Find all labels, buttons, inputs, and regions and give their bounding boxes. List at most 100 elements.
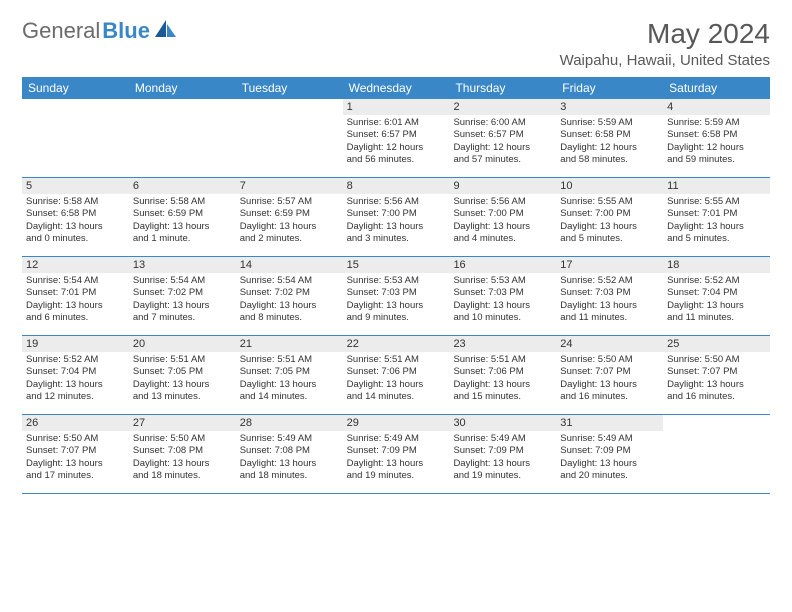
day-number: 31 <box>560 417 659 429</box>
sunset-text: Sunset: 7:04 PM <box>667 287 766 299</box>
daylight-line-2: and 5 minutes. <box>560 233 659 245</box>
daylight-line-2: and 7 minutes. <box>133 312 232 324</box>
daylight-line-2: and 14 minutes. <box>347 391 446 403</box>
daylight-line-1: Daylight: 13 hours <box>240 458 339 470</box>
day-number: 10 <box>560 180 659 192</box>
daylight-line-1: Daylight: 13 hours <box>560 458 659 470</box>
daylight-line-1: Daylight: 13 hours <box>240 379 339 391</box>
day-number-bar: 23 <box>449 336 556 352</box>
sunset-text: Sunset: 7:09 PM <box>347 445 446 457</box>
sunrise-text: Sunrise: 5:51 AM <box>453 354 552 366</box>
sunrise-text: Sunrise: 5:53 AM <box>347 275 446 287</box>
day-content: Sunrise: 5:56 AMSunset: 7:00 PMDaylight:… <box>449 194 556 247</box>
day-cell: 25Sunrise: 5:50 AMSunset: 7:07 PMDayligh… <box>663 336 770 414</box>
daylight-line-1: Daylight: 13 hours <box>26 458 125 470</box>
day-number-bar: 5 <box>22 178 129 194</box>
daylight-line-1: Daylight: 13 hours <box>667 379 766 391</box>
day-content: Sunrise: 5:50 AMSunset: 7:07 PMDaylight:… <box>663 352 770 405</box>
day-content: Sunrise: 5:55 AMSunset: 7:01 PMDaylight:… <box>663 194 770 247</box>
daylight-line-2: and 18 minutes. <box>133 470 232 482</box>
sunset-text: Sunset: 7:02 PM <box>133 287 232 299</box>
day-cell <box>663 415 770 493</box>
day-cell: 21 Sunrise: 5:51 AMSunset: 7:05 PMDayligh… <box>236 336 343 414</box>
day-number-bar: 27 <box>129 415 236 431</box>
day-cell: 28Sunrise: 5:49 AMSunset: 7:08 PMDayligh… <box>236 415 343 493</box>
daylight-line-1: Daylight: 13 hours <box>667 300 766 312</box>
sunrise-text: Sunrise: 5:52 AM <box>26 354 125 366</box>
day-number-bar: 10 <box>556 178 663 194</box>
sunrise-text: Sunrise: 5:51 AM <box>240 354 339 366</box>
daylight-line-1: Daylight: 13 hours <box>453 379 552 391</box>
sunrise-text: Sunrise: 5:52 AM <box>667 275 766 287</box>
sunset-text: Sunset: 7:05 PM <box>133 366 232 378</box>
sunrise-text: Sunrise: 5:56 AM <box>347 196 446 208</box>
day-number-bar <box>236 99 343 115</box>
logo-text-2: Blue <box>102 18 150 44</box>
sunset-text: Sunset: 7:05 PM <box>240 366 339 378</box>
daylight-line-2: and 6 minutes. <box>26 312 125 324</box>
weekday-header: Tuesday <box>236 77 343 99</box>
day-number: 11 <box>667 180 766 192</box>
day-number-bar: 28 <box>236 415 343 431</box>
sunset-text: Sunset: 7:02 PM <box>240 287 339 299</box>
day-number-bar: 21 <box>236 336 343 352</box>
day-number-bar <box>22 99 129 115</box>
day-number-bar: 16 <box>449 257 556 273</box>
day-number-bar: 31 <box>556 415 663 431</box>
daylight-line-1: Daylight: 13 hours <box>667 221 766 233</box>
day-content: Sunrise: 5:54 AMSunset: 7:02 PMDaylight:… <box>129 273 236 326</box>
day-number-bar: 6 <box>129 178 236 194</box>
week-row: 5Sunrise: 5:58 AMSunset: 6:58 PMDaylight… <box>22 178 770 257</box>
logo-sail-icon <box>155 20 177 43</box>
day-cell: 27Sunrise: 5:50 AMSunset: 7:08 PMDayligh… <box>129 415 236 493</box>
daylight-line-2: and 11 minutes. <box>560 312 659 324</box>
day-cell: 3Sunrise: 5:59 AMSunset: 6:58 PMDaylight… <box>556 99 663 177</box>
day-number-bar: 9 <box>449 178 556 194</box>
day-content: Sunrise: 5:51 AMSunset: 7:06 PMDaylight:… <box>343 352 450 405</box>
day-content: Sunrise: 5:50 AMSunset: 7:08 PMDaylight:… <box>129 431 236 484</box>
day-number: 13 <box>133 259 232 271</box>
day-number-bar: 7 <box>236 178 343 194</box>
daylight-line-1: Daylight: 13 hours <box>133 221 232 233</box>
day-cell: 17Sunrise: 5:52 AMSunset: 7:03 PMDayligh… <box>556 257 663 335</box>
day-number-bar: 3 <box>556 99 663 115</box>
sunset-text: Sunset: 6:57 PM <box>347 129 446 141</box>
day-cell: 4Sunrise: 5:59 AMSunset: 6:58 PMDaylight… <box>663 99 770 177</box>
day-number: 23 <box>453 338 552 350</box>
day-number: 26 <box>26 417 125 429</box>
day-number-bar: 22 <box>343 336 450 352</box>
daylight-line-1: Daylight: 12 hours <box>347 142 446 154</box>
sunrise-text: Sunrise: 5:55 AM <box>560 196 659 208</box>
day-number: 4 <box>667 101 766 113</box>
weekday-header-row: SundayMondayTuesdayWednesdayThursdayFrid… <box>22 77 770 99</box>
day-cell: 10Sunrise: 5:55 AMSunset: 7:00 PMDayligh… <box>556 178 663 256</box>
daylight-line-1: Daylight: 13 hours <box>560 221 659 233</box>
day-number: 9 <box>453 180 552 192</box>
day-cell: 5Sunrise: 5:58 AMSunset: 6:58 PMDaylight… <box>22 178 129 256</box>
sunrise-text: Sunrise: 5:58 AM <box>133 196 232 208</box>
day-cell: 23Sunrise: 5:51 AMSunset: 7:06 PMDayligh… <box>449 336 556 414</box>
day-number-bar <box>663 415 770 431</box>
day-number-bar: 8 <box>343 178 450 194</box>
day-number: 1 <box>347 101 446 113</box>
daylight-line-1: Daylight: 13 hours <box>347 379 446 391</box>
daylight-line-1: Daylight: 12 hours <box>667 142 766 154</box>
day-number-bar: 29 <box>343 415 450 431</box>
daylight-line-1: Daylight: 13 hours <box>347 300 446 312</box>
daylight-line-2: and 8 minutes. <box>240 312 339 324</box>
sunrise-text: Sunrise: 5:49 AM <box>347 433 446 445</box>
day-cell: 31Sunrise: 5:49 AMSunset: 7:09 PMDayligh… <box>556 415 663 493</box>
day-number: 5 <box>26 180 125 192</box>
sunset-text: Sunset: 6:57 PM <box>453 129 552 141</box>
sunset-text: Sunset: 6:59 PM <box>240 208 339 220</box>
daylight-line-2: and 19 minutes. <box>347 470 446 482</box>
sunrise-text: Sunrise: 5:50 AM <box>133 433 232 445</box>
logo-text-1: General <box>22 18 100 44</box>
daylight-line-1: Daylight: 13 hours <box>240 300 339 312</box>
day-number: 14 <box>240 259 339 271</box>
daylight-line-1: Daylight: 13 hours <box>347 221 446 233</box>
day-content: Sunrise: 5:53 AMSunset: 7:03 PMDaylight:… <box>449 273 556 326</box>
daylight-line-2: and 58 minutes. <box>560 154 659 166</box>
day-cell: 1Sunrise: 6:01 AMSunset: 6:57 PMDaylight… <box>343 99 450 177</box>
day-content: Sunrise: 5:54 AMSunset: 7:01 PMDaylight:… <box>22 273 129 326</box>
